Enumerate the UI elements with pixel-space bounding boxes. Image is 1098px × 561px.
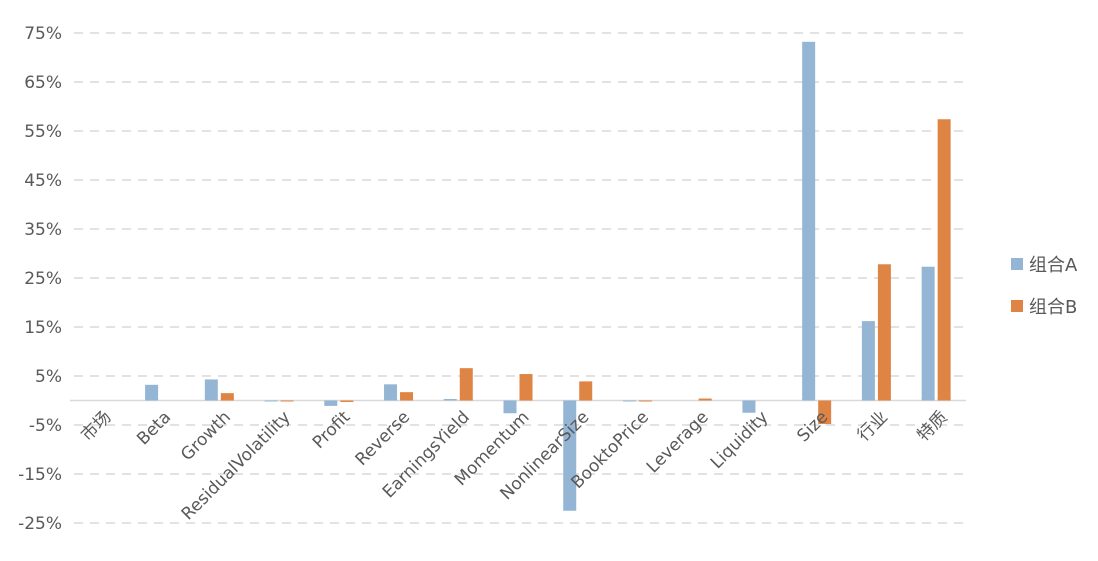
bar-a-Liquidity xyxy=(742,400,756,413)
legend-swatch xyxy=(1011,300,1023,312)
legend-label: 组合B xyxy=(1029,297,1077,318)
bar-b-BooktoPrice xyxy=(638,400,652,402)
y-tick-label: 25% xyxy=(24,269,62,289)
bar-a-ResidualVolatility xyxy=(264,400,278,402)
y-tick-label: 45% xyxy=(24,171,62,191)
x-tick-label: Reverse xyxy=(352,407,414,469)
bar-a-Reverse xyxy=(384,384,398,401)
x-tick-label: Growth xyxy=(177,407,235,465)
bar-b-NonlinearSize xyxy=(579,381,593,401)
legend-label: 组合A xyxy=(1029,255,1078,276)
x-tick-label: Beta xyxy=(133,407,175,449)
y-tick-label: 35% xyxy=(24,220,62,240)
bar-b-ResidualVolatility xyxy=(280,400,294,402)
bars xyxy=(145,41,951,511)
y-tick-label: -15% xyxy=(18,465,62,485)
bar-a-Profit xyxy=(324,400,338,406)
bar-a-BooktoPrice xyxy=(622,400,636,402)
bar-b-Size xyxy=(818,400,832,425)
x-tick-label: 特质 xyxy=(913,407,951,445)
x-tick-label: Profit xyxy=(309,407,355,453)
bar-b-EarningsYield xyxy=(459,368,473,401)
legend: 组合A 组合B xyxy=(1011,255,1078,318)
bar-a-Growth xyxy=(204,379,218,401)
y-tick-label: -25% xyxy=(18,514,62,534)
legend-swatch xyxy=(1011,258,1023,270)
bar-b-Reverse xyxy=(400,392,414,401)
bar-b-Leverage xyxy=(698,398,712,401)
bar-a-Momentum xyxy=(503,400,517,414)
x-tick-label: Liquidity xyxy=(707,407,773,473)
bar-b-Profit xyxy=(340,400,354,402)
y-tick-label: 75% xyxy=(24,24,62,44)
y-tick-label: 5% xyxy=(35,367,62,387)
bar-b-特质 xyxy=(937,119,951,401)
bar-b-Growth xyxy=(220,393,234,401)
gridlines xyxy=(74,32,966,524)
bar-b-行业 xyxy=(877,264,891,401)
bar-a-行业 xyxy=(861,321,875,401)
y-tick-label: 15% xyxy=(24,318,62,338)
y-tick-label: 55% xyxy=(24,122,62,142)
bar-a-NonlinearSize xyxy=(563,400,577,511)
bar-a-Beta xyxy=(145,384,159,401)
x-tick-label: 行业 xyxy=(854,407,892,445)
y-tick-label: 65% xyxy=(24,73,62,93)
y-tick-label: -5% xyxy=(29,416,62,436)
y-axis-labels: 75% 65% 55% 45% 35% 25% 15% 5% -5% -15% -25% xyxy=(18,24,62,534)
bar-a-特质 xyxy=(921,266,935,401)
bar-b-Momentum xyxy=(519,374,533,401)
bar-a-EarningsYield xyxy=(443,399,457,401)
x-tick-label: Leverage xyxy=(643,407,713,477)
bar-a-Size xyxy=(802,41,816,401)
x-tick-label: 市场 xyxy=(77,407,115,445)
